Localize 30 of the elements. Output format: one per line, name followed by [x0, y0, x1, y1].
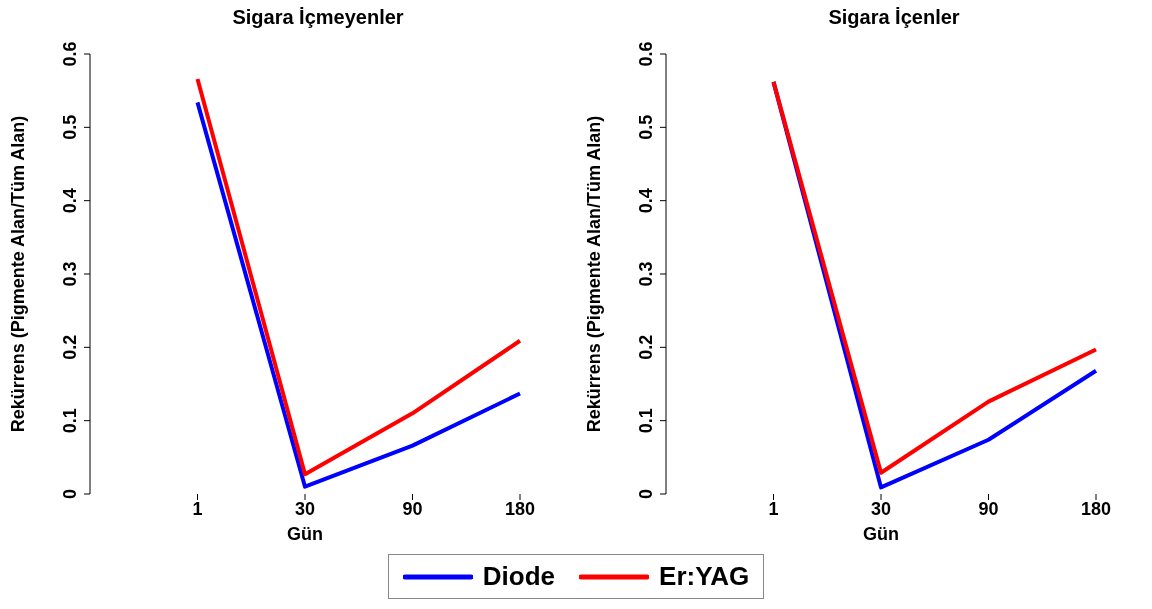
x-tick-label: 1 — [192, 498, 203, 519]
x-tick-label: 180 — [1080, 498, 1112, 519]
y-tick-label: 0.5 — [636, 114, 656, 140]
y-tick-label: 0.4 — [60, 188, 80, 214]
y-tick-label: 0 — [60, 488, 80, 500]
x-tick-label: 1 — [768, 498, 779, 519]
y-axis-title: Rekürrens (Pigmente Alan/Tüm Alan) — [8, 115, 29, 433]
x-tick-label: 180 — [504, 498, 536, 519]
x-tick-label: 90 — [978, 498, 999, 519]
y-tick-label: 0.2 — [636, 334, 656, 360]
y-tick-label: 0.3 — [636, 261, 656, 287]
y-tick-label: 0.2 — [60, 334, 80, 360]
y-tick-label: 0.1 — [60, 408, 80, 434]
y-tick-label: 0.5 — [60, 114, 80, 140]
y-tick-label: 0.6 — [60, 41, 80, 67]
y-tick-label: 0 — [636, 488, 656, 500]
x-tick-label: 30 — [294, 498, 316, 519]
x-axis-title: Gün — [287, 524, 323, 544]
y-tick-label: 0.4 — [636, 188, 656, 214]
y-axis-title: Rekürrens (Pigmente Alan/Tüm Alan) — [584, 115, 605, 433]
x-axis-title: Gün — [863, 524, 899, 544]
legend-label: Er:YAG — [659, 561, 750, 592]
y-tick-label: 0.1 — [636, 408, 656, 434]
y-tick-label: 0.6 — [636, 41, 656, 67]
y-tick-label: 0.3 — [60, 261, 80, 287]
chart-title: Sigara İçenler — [827, 5, 961, 30]
legend-label: Diode — [482, 561, 556, 592]
x-tick-label: 30 — [870, 498, 892, 519]
chart-title: Sigara İçmeyenler — [231, 5, 405, 30]
x-tick-label: 90 — [402, 498, 423, 519]
